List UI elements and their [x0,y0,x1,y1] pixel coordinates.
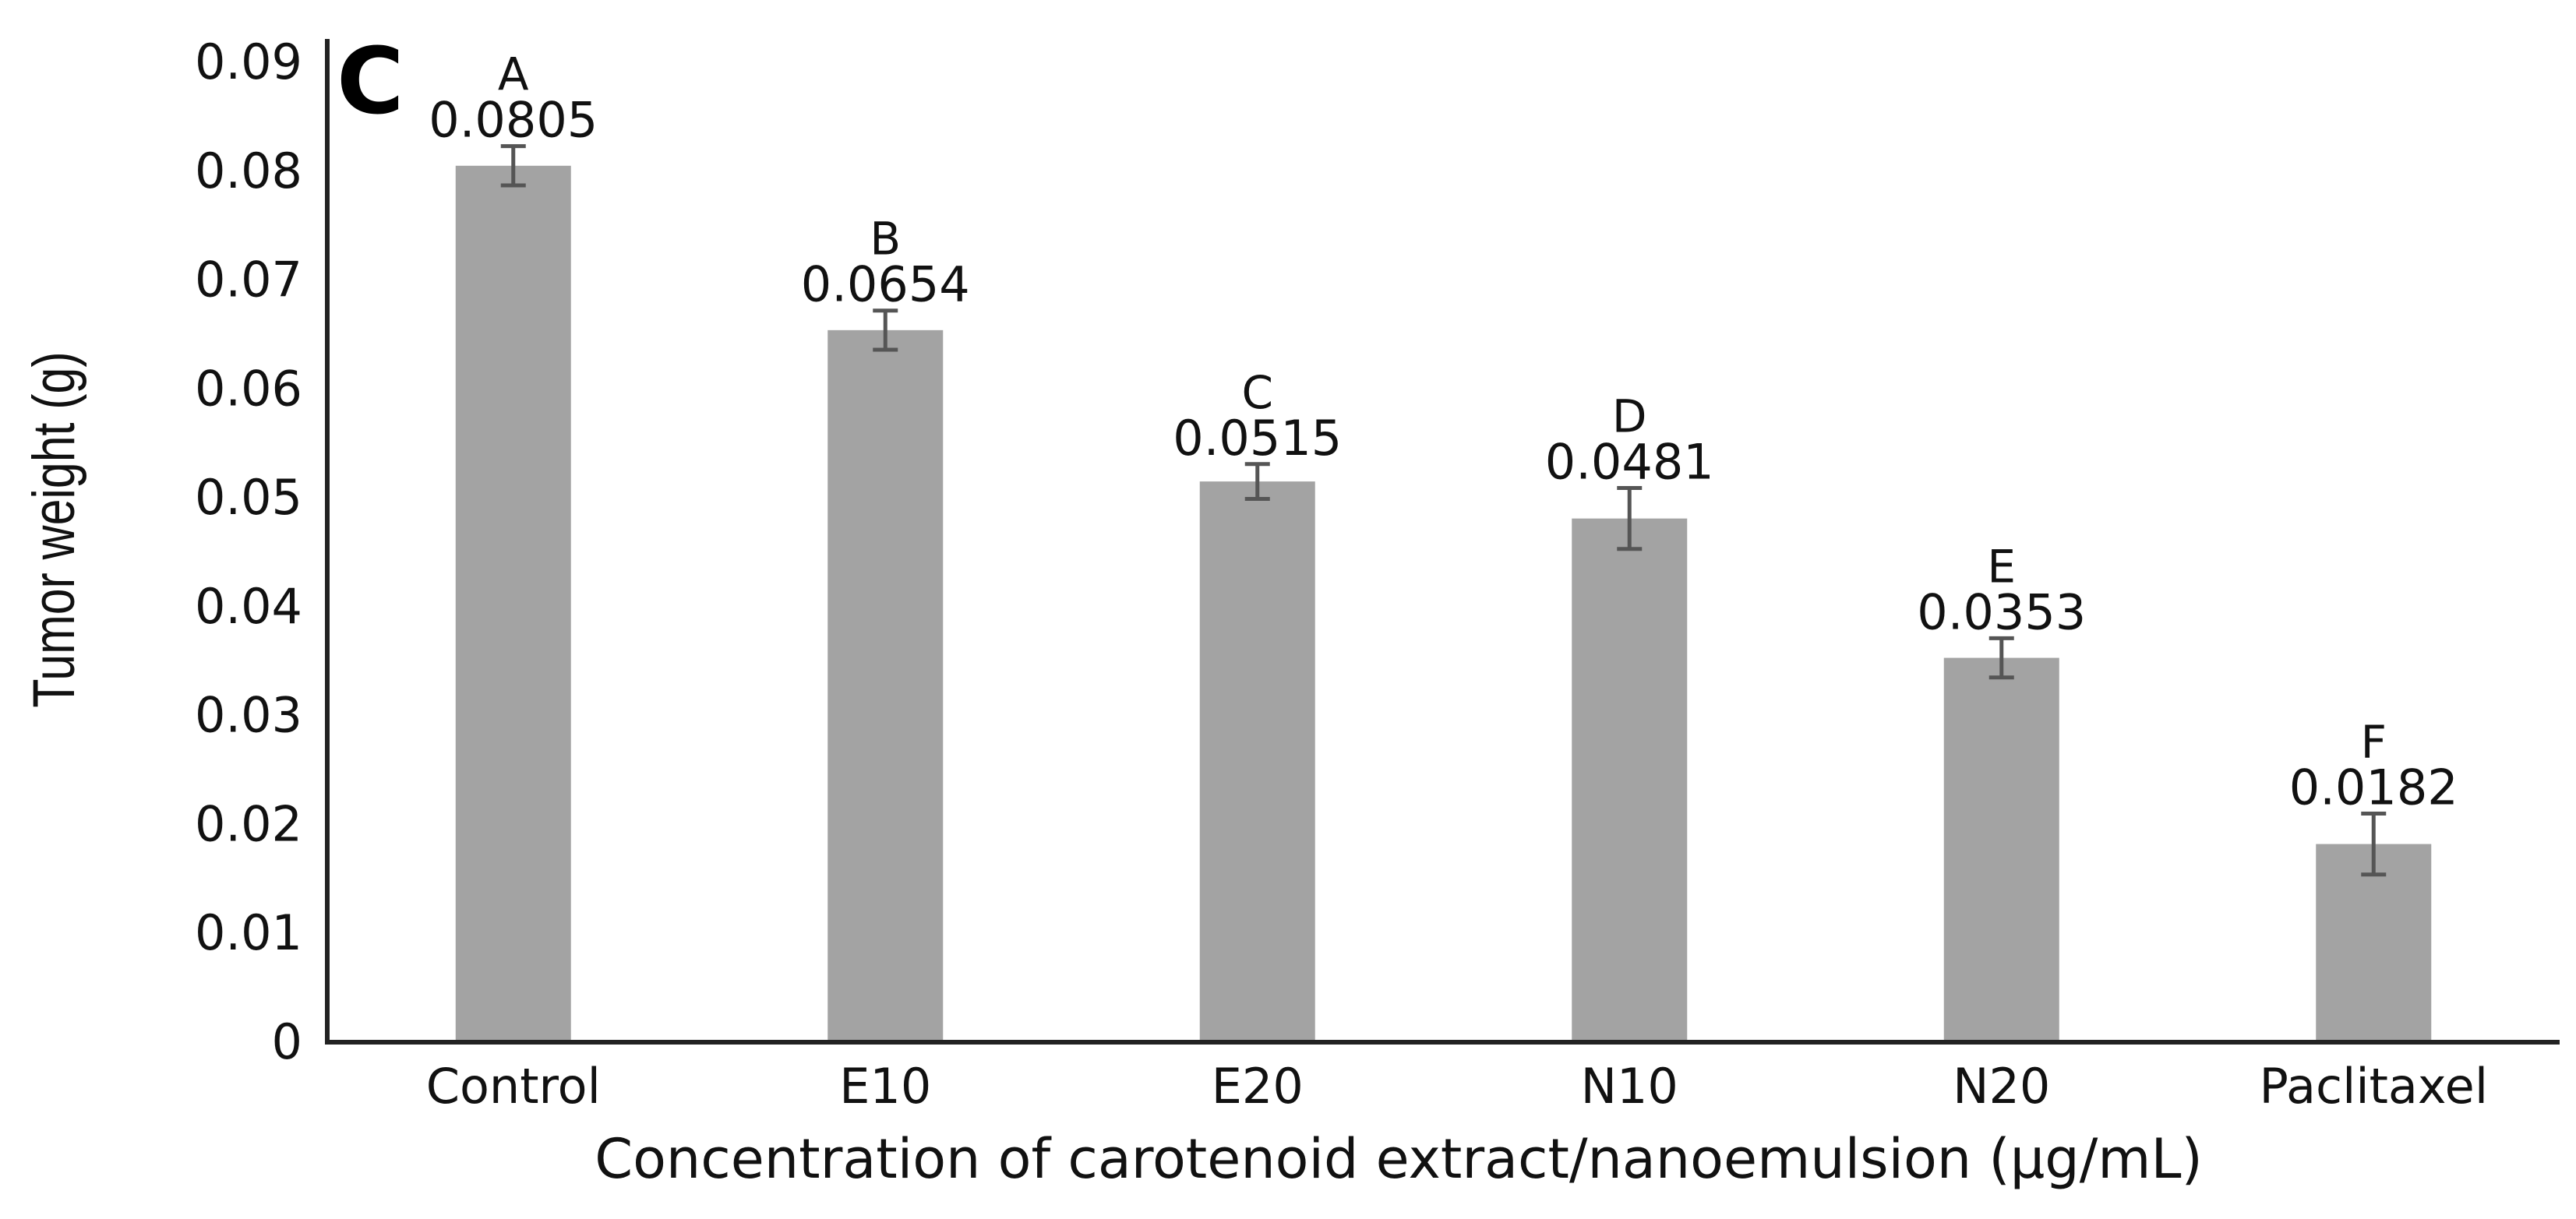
significance-letter-n20: E [1987,540,2016,593]
bar-control [455,165,571,1042]
x-tick-label-e10: E10 [839,1058,931,1115]
data-label-n10: 0.0481 [1545,434,1714,491]
y-axis-title: Tumor weight (g) [21,351,87,707]
significance-letter-e10: B [870,213,901,266]
x-tick-label-control: Control [426,1058,601,1115]
x-tick-label-n20: N20 [1953,1058,2050,1115]
y-tick-label: 0.01 [195,904,302,961]
data-label-control: 0.0805 [429,92,598,149]
significance-letter-control: A [498,48,529,101]
bar-e10 [827,329,944,1042]
error-bars [500,144,2387,877]
y-tick-label: 0 [272,1013,302,1070]
data-label-paclitaxel: 0.0182 [2289,759,2458,816]
bar-e20 [1199,481,1315,1042]
error-bar-paclitaxel [2361,811,2387,877]
data-label-e10: 0.0654 [801,256,970,313]
error-bar-e10 [873,308,898,352]
significance-letter-e20: C [1242,366,1274,419]
y-tick-label: 0.03 [195,687,302,744]
bar-paclitaxel [2316,844,2432,1042]
error-bar-n20 [1988,636,2014,680]
bar-n20 [1943,657,2059,1042]
y-tick-label: 0.06 [195,360,302,417]
error-bar-e20 [1244,462,1270,502]
panel-label: C [337,27,404,135]
bars [455,165,2432,1042]
bar-n10 [1572,518,1688,1042]
error-bar-n10 [1617,486,1643,551]
x-tick-label-e20: E20 [1212,1058,1304,1115]
error-bar-control [500,144,526,188]
y-tick-label: 0.09 [195,33,302,90]
y-tick-label: 0.02 [195,795,302,852]
y-tick-label: 0.08 [195,143,302,199]
data-label-e20: 0.0515 [1173,410,1342,467]
x-axis-categories: Control E10 E20 N10 N20 Paclitaxel [426,1058,2488,1115]
x-tick-label-n10: N10 [1581,1058,1678,1115]
y-tick-label: 0.04 [195,578,302,635]
x-axis-title: Concentration of carotenoid extract/nano… [595,1127,2203,1191]
y-tick-label: 0.05 [195,469,302,526]
y-tick-label: 0.07 [195,252,302,308]
x-tick-label-paclitaxel: Paclitaxel [2259,1058,2488,1115]
data-label-n20: 0.0353 [1917,583,2086,640]
significance-letter-n10: D [1612,390,1647,443]
y-axis-ticks: 0 0.01 0.02 0.03 0.04 0.05 0.06 0.07 0.08 0.09 [195,33,302,1070]
significance-letter-paclitaxel: F [2361,715,2387,768]
